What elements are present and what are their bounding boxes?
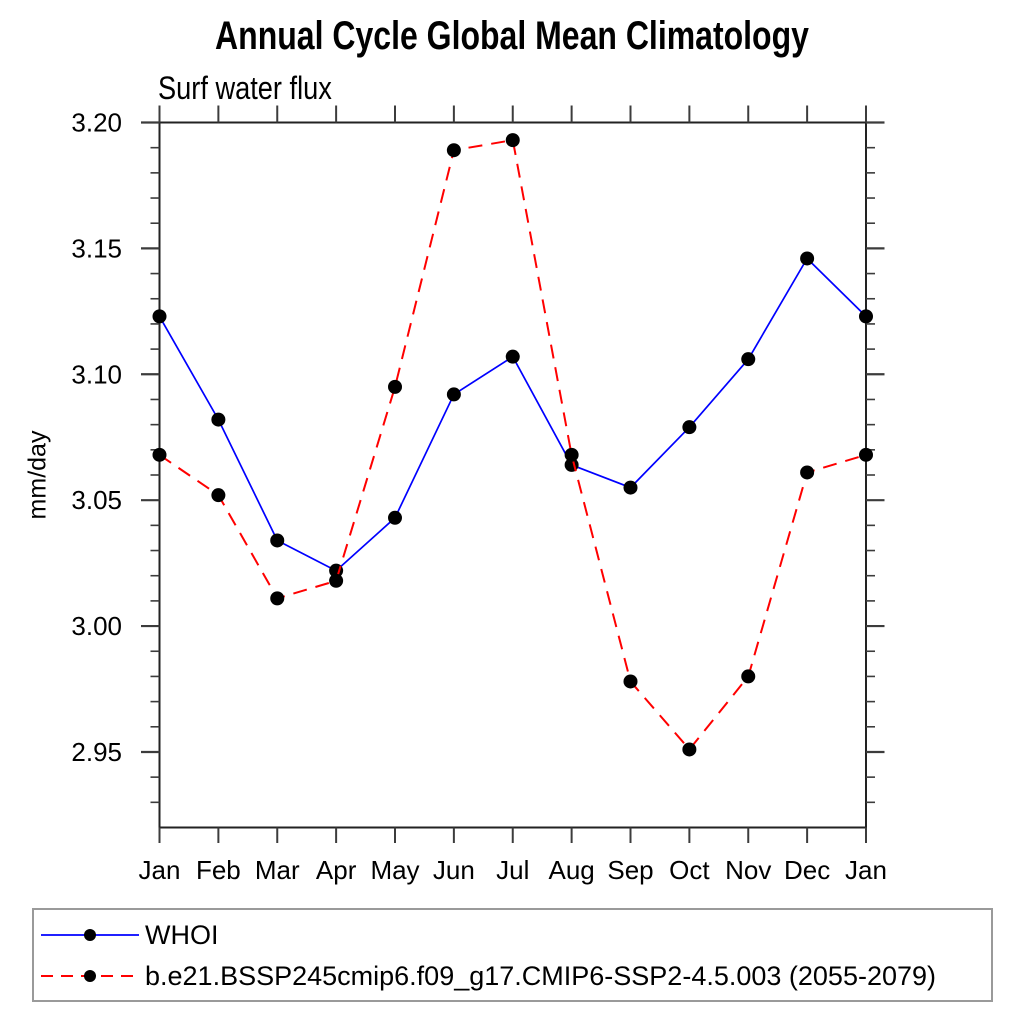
data-point-marker <box>623 480 638 495</box>
data-point-marker <box>446 387 461 402</box>
series-whoi <box>152 251 873 578</box>
month-label: Dec <box>784 855 830 885</box>
month-label: Jul <box>496 855 529 885</box>
series-line-model <box>158 138 867 751</box>
data-point-marker <box>859 447 873 462</box>
month-label: Nov <box>725 855 771 885</box>
x-axis-ticks: Jan Feb Mar Apr May Jun Jul Aug Sep Oct Nov Dec Jan <box>139 105 887 885</box>
y-tick-label: 3.10 <box>71 359 122 389</box>
data-point-marker <box>270 591 285 606</box>
month-label: Jan <box>845 855 887 885</box>
y-tick-label: 3.15 <box>71 233 122 263</box>
data-point-marker <box>152 447 167 462</box>
data-point-marker <box>270 533 285 548</box>
data-point-marker <box>682 742 697 757</box>
data-point-marker <box>446 143 461 158</box>
data-point-marker <box>505 349 520 364</box>
series-model <box>152 133 873 757</box>
month-label: Feb <box>196 855 241 885</box>
month-label: Jan <box>139 855 181 885</box>
month-label: Oct <box>669 855 710 885</box>
data-point-marker <box>329 573 344 588</box>
plot-frame <box>158 121 867 829</box>
data-point-marker <box>741 669 756 684</box>
y-tick-label: 3.00 <box>71 611 122 641</box>
month-label: May <box>370 855 419 885</box>
y-tick-label: 3.20 <box>71 108 122 138</box>
legend-label-whoi: WHOI <box>145 920 219 950</box>
legend-marker-dot <box>84 970 96 982</box>
legend-marker-dot <box>84 929 96 941</box>
data-point-marker <box>564 447 579 462</box>
y-tick-label: 3.05 <box>71 485 122 515</box>
data-point-marker <box>388 379 402 394</box>
month-label: Mar <box>255 855 300 885</box>
data-point-marker <box>859 309 873 324</box>
y-tick-label: 2.95 <box>71 737 122 767</box>
month-label: Sep <box>607 855 653 885</box>
data-point-marker <box>211 488 226 503</box>
y-axis-major-ticks: 3.20 3.15 3.10 3.05 3.00 2.95 <box>71 108 885 767</box>
legend-label-model: b.e21.BSSP245cmip6.f09_g17.CMIP6-SSP2-4.… <box>145 961 937 991</box>
data-point-marker <box>682 420 697 435</box>
month-label: Aug <box>548 855 594 885</box>
data-point-marker <box>505 133 520 148</box>
data-point-marker <box>800 251 815 266</box>
data-point-marker <box>741 352 756 367</box>
month-label: Jun <box>433 855 475 885</box>
legend-box: WHOI b.e21.BSSP245cmip6.f09_g17.CMIP6-SS… <box>32 908 993 1002</box>
data-point-marker <box>800 465 815 480</box>
y-axis-minor-ticks <box>150 146 875 804</box>
month-label: Apr <box>316 855 357 885</box>
chart-title: Annual Cycle Global Mean Climatology <box>215 14 809 58</box>
legend-item-whoi: WHOI <box>39 920 219 950</box>
series-line-whoi <box>158 257 867 572</box>
legend-sample-whoi-line <box>41 929 139 941</box>
chart-subtitle: Surf water flux <box>158 70 332 106</box>
legend-item-model: b.e21.BSSP245cmip6.f09_g17.CMIP6-SSP2-4.… <box>39 961 937 991</box>
data-point-marker <box>152 309 167 324</box>
data-point-marker <box>623 674 638 689</box>
data-point-marker <box>211 412 226 427</box>
legend-sample-model-line <box>41 970 139 982</box>
data-point-marker <box>388 510 402 525</box>
